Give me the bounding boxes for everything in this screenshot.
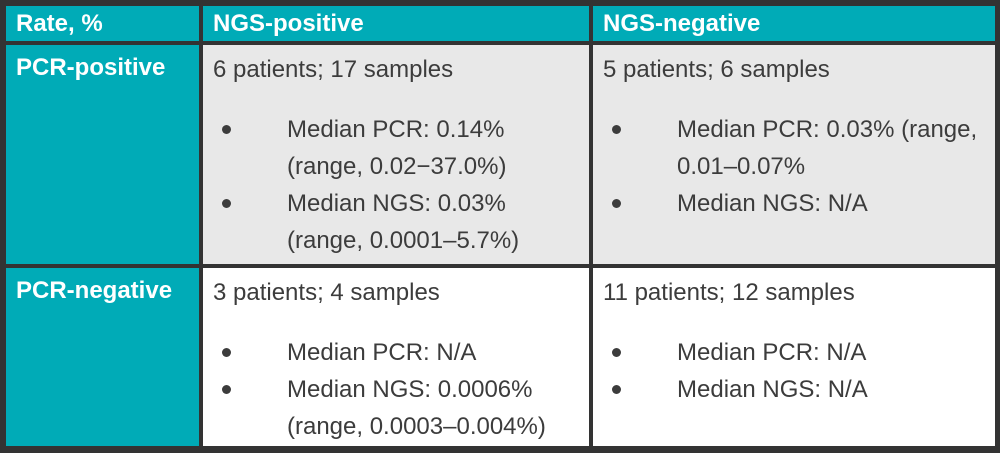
cell-pcr-negative-ngs-positive: 3 patients; 4 samples Median PCR: N/A Me…	[203, 268, 589, 446]
bullet-median-pcr: Median PCR: 0.14% (range, 0.02−37.0%)	[213, 111, 579, 185]
cell-pcr-negative-ngs-negative: 11 patients; 12 samples Median PCR: N/A …	[593, 268, 995, 446]
header-ngs-negative: NGS-negative	[593, 6, 995, 41]
cell-summary: 5 patients; 6 samples	[603, 56, 830, 83]
bullet-median-ngs: Median NGS: 0.0006% (range, 0.0003–0.004…	[213, 371, 579, 445]
bullet-line: Median NGS: N/A	[677, 376, 868, 403]
cell-summary: 6 patients; 17 samples	[213, 56, 454, 83]
cell-pcr-positive-ngs-negative: 5 patients; 6 samples Median PCR: 0.03% …	[593, 45, 995, 264]
bullet-median-ngs: Median NGS: 0.03% (range, 0.0001–5.7%)	[213, 185, 579, 259]
cell-pcr-positive-ngs-positive: 6 patients; 17 samples Median PCR: 0.14%…	[203, 45, 589, 264]
bullet-median-pcr: Median PCR: N/A	[603, 334, 985, 371]
bullet-line: Median NGS: 0.0006%	[287, 376, 533, 403]
bullet-median-ngs: Median NGS: N/A	[603, 185, 985, 222]
cell-summary: 3 patients; 4 samples	[213, 279, 440, 306]
bullet-line: (range, 0.0001–5.7%)	[287, 227, 520, 254]
bullet-line: (range, 0.0003–0.004%)	[287, 413, 546, 440]
bullet-line: Median PCR: N/A	[287, 339, 477, 366]
bullet-line: Median PCR: 0.03% (range,	[677, 116, 978, 143]
bullet-median-pcr: Median PCR: 0.03% (range, 0.01–0.07%	[603, 111, 985, 185]
bullet-line: 0.01–0.07%	[677, 153, 806, 180]
bullet-line: Median NGS: N/A	[677, 190, 868, 217]
header-rate: Rate, %	[6, 6, 199, 41]
bullet-line: (range, 0.02−37.0%)	[287, 153, 507, 180]
row-label-pcr-negative: PCR-negative	[6, 268, 199, 446]
bullet-median-pcr: Median PCR: N/A	[213, 334, 579, 371]
bullet-line: Median PCR: 0.14%	[287, 116, 505, 143]
bullet-median-ngs: Median NGS: N/A	[603, 371, 985, 408]
header-ngs-positive: NGS-positive	[203, 6, 589, 41]
cell-summary: 11 patients; 12 samples	[603, 279, 855, 306]
bullet-line: Median PCR: N/A	[677, 339, 867, 366]
bullet-line: Median NGS: 0.03%	[287, 190, 506, 217]
row-label-pcr-positive: PCR-positive	[6, 45, 199, 264]
